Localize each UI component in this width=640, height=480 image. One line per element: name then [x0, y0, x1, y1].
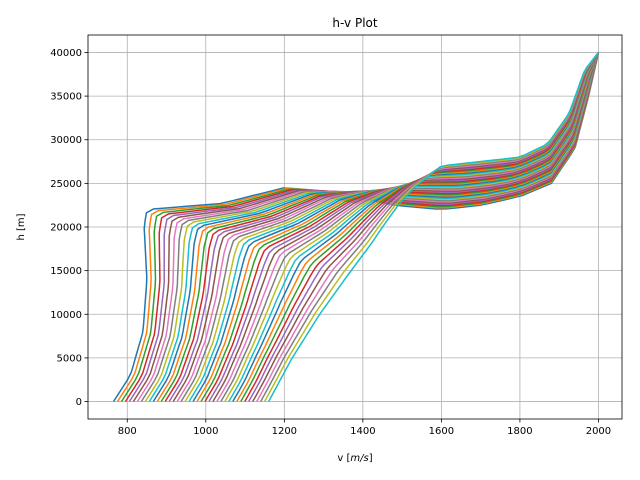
x-tick-label: 1600	[429, 426, 454, 437]
x-axis-label: v [m/s]	[337, 453, 372, 464]
y-tick-label: 5000	[57, 353, 82, 364]
x-tick-label: 2000	[586, 426, 611, 437]
y-tick-label: 0	[76, 397, 82, 408]
y-tick-label: 35000	[50, 92, 82, 103]
y-tick-label: 10000	[50, 310, 82, 321]
y-tick-label: 15000	[50, 266, 82, 277]
y-tick-label: 20000	[50, 223, 82, 234]
x-tick-label: 1800	[507, 426, 532, 437]
x-tick-label: 1000	[193, 426, 218, 437]
y-axis-label: h [m]	[16, 213, 27, 240]
y-tick-label: 40000	[50, 48, 82, 59]
axis-ticks: 800 1000 1200 1400 1600 1800 20000500010000150…	[50, 48, 611, 437]
x-tick-label: 800	[118, 426, 137, 437]
x-tick-label: 1200	[272, 426, 297, 437]
x-tick-label: 1400	[350, 426, 375, 437]
y-tick-label: 30000	[50, 135, 82, 146]
trajectory-line	[267, 52, 599, 402]
y-tick-label: 25000	[50, 179, 82, 190]
chart-title: h-v Plot	[332, 16, 377, 30]
series-group	[112, 52, 600, 402]
